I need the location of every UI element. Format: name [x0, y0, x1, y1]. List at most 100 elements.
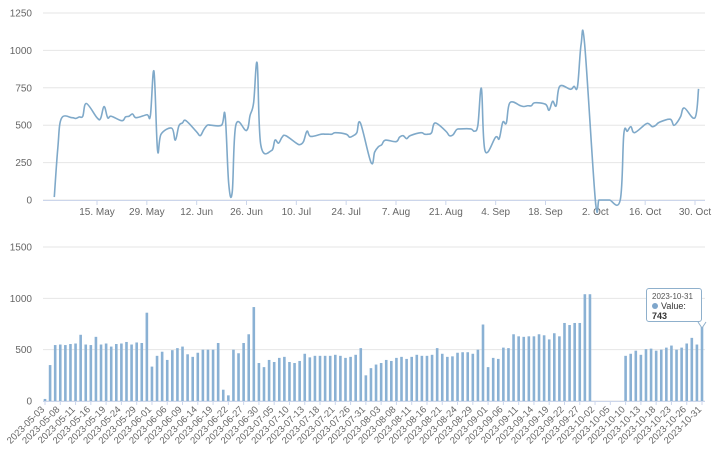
bar: [654, 350, 658, 401]
bar: [349, 356, 352, 401]
bar: [700, 324, 704, 401]
x-tick-label: 16. Oct: [629, 207, 661, 218]
tooltip-date: 2023-10-31: [652, 292, 693, 301]
bar: [583, 294, 587, 401]
bar: [53, 345, 57, 401]
bar: [74, 343, 77, 401]
bar-chart: 0500100015002023-05-032023-05-082023-05-…: [5, 243, 707, 446]
bar: [364, 375, 368, 401]
bar: [145, 312, 149, 401]
bar: [588, 294, 592, 401]
bar: [481, 324, 485, 401]
bar: [186, 354, 189, 401]
bar-tooltip: 2023-10-31 Value: 743: [646, 288, 702, 322]
bar: [379, 363, 383, 401]
bar: [344, 357, 347, 401]
bar: [456, 352, 459, 401]
bar: [155, 355, 159, 401]
bar: [486, 367, 490, 401]
bar: [359, 348, 363, 401]
x-tick-label: 18. Sep: [528, 207, 563, 218]
bar: [685, 343, 689, 401]
x-tick-label: 21. Aug: [429, 207, 463, 218]
bar: [415, 354, 419, 401]
bar: [303, 353, 307, 401]
bar: [94, 336, 98, 401]
bar: [425, 355, 429, 401]
bar: [120, 343, 123, 401]
bar: [639, 354, 643, 401]
bar: [272, 361, 276, 401]
bar: [43, 398, 47, 401]
bar: [461, 352, 464, 401]
bar: [395, 357, 398, 401]
bar: [420, 355, 424, 401]
bar: [227, 395, 230, 401]
bar: [237, 353, 240, 401]
bar: [558, 336, 561, 401]
y-tick-label: 1000: [10, 46, 33, 57]
bar: [79, 334, 82, 401]
tooltip-label: Value:: [661, 301, 686, 311]
bar: [644, 349, 648, 401]
bar: [547, 339, 551, 401]
bar: [659, 349, 663, 401]
tooltip-pointer: [697, 321, 707, 329]
bar: [283, 356, 286, 401]
bar: [634, 350, 638, 401]
bar: [308, 357, 312, 401]
bar: [252, 307, 256, 401]
bar: [171, 350, 174, 401]
bar: [58, 344, 62, 401]
bar: [130, 344, 133, 401]
x-tick-label: 30. Oct: [679, 207, 711, 218]
y-tick-label: 750: [15, 83, 32, 94]
bar: [99, 344, 103, 401]
bar: [537, 334, 541, 401]
series-line: [53, 29, 700, 214]
bar: [181, 346, 184, 401]
bar: [339, 355, 342, 401]
bar: [405, 358, 408, 401]
bar: [191, 356, 194, 401]
x-tick-label: 26. Jun: [230, 207, 263, 218]
bar: [247, 334, 251, 401]
bar: [440, 353, 444, 401]
bar: [507, 348, 510, 401]
bar: [629, 353, 632, 401]
bar: [665, 347, 668, 401]
bar: [288, 361, 291, 401]
bar: [211, 349, 215, 401]
series-dot-icon: [652, 303, 658, 309]
bar: [262, 367, 266, 401]
x-tick-label: 24. Jul: [331, 207, 360, 218]
bar: [150, 366, 154, 401]
y-tick-label: 250: [15, 158, 32, 169]
bar: [517, 336, 520, 401]
x-tick-label: 10. Jul: [282, 207, 311, 218]
bar: [109, 346, 113, 401]
bar: [221, 389, 225, 401]
bar: [69, 344, 72, 401]
bar: [104, 343, 108, 401]
bar: [257, 363, 261, 401]
bar: [140, 342, 144, 401]
bar: [690, 337, 694, 401]
bar: [522, 336, 526, 401]
bar: [675, 349, 678, 401]
y-tick-label: 1250: [10, 9, 33, 20]
bar: [512, 334, 515, 401]
y-tick-label: 0: [26, 196, 32, 207]
x-tick-label: 2. Oct: [582, 207, 609, 218]
y-tick-label: 500: [15, 345, 32, 356]
bar: [176, 348, 179, 401]
bar: [491, 357, 495, 401]
bar: [502, 347, 505, 401]
bar: [532, 336, 536, 401]
bar: [267, 359, 271, 401]
bar: [568, 325, 571, 401]
bar: [384, 359, 388, 401]
bar: [313, 355, 317, 401]
x-tick-label: 7. Aug: [382, 207, 410, 218]
